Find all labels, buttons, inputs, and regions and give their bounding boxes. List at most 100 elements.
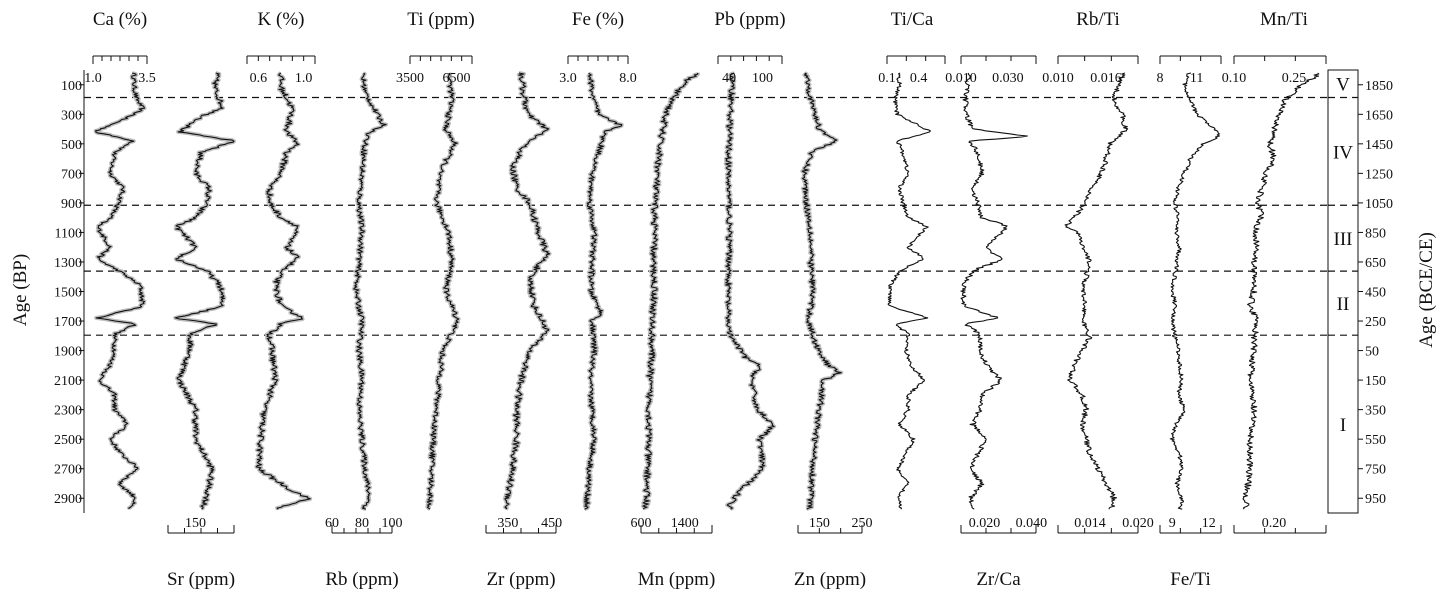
series-title-ca: Ca (%) bbox=[93, 9, 147, 30]
tick-label: 40 bbox=[722, 71, 736, 86]
y2-axis-title: Age (BCE/CE) bbox=[1416, 232, 1437, 348]
series-title-ti-ca: Ti/Ca bbox=[891, 9, 934, 30]
series-band-pb bbox=[723, 71, 777, 511]
series-band-zn bbox=[800, 71, 844, 511]
y-tick-label: 2900 bbox=[54, 492, 82, 507]
y2-tick-label: 1850 bbox=[1365, 79, 1393, 94]
series-title-pb: Pb (ppm) bbox=[714, 9, 785, 30]
tick-label: 0.020 bbox=[1122, 516, 1154, 531]
y2-tick-label: 650 bbox=[1365, 256, 1386, 271]
y2-tick-label: 1050 bbox=[1365, 197, 1393, 212]
tick-label: 1.0 bbox=[295, 71, 313, 86]
series-title-rb: Rb (ppm) bbox=[325, 569, 398, 590]
series-line-mn-ti bbox=[1242, 72, 1320, 510]
y-tick-label: 1500 bbox=[54, 286, 82, 301]
tick-label: 12 bbox=[1202, 516, 1216, 531]
series-band-rb bbox=[351, 71, 389, 512]
tick-label: 11 bbox=[1190, 71, 1203, 86]
series-line-fe bbox=[583, 72, 623, 510]
series-title-sr: Sr (ppm) bbox=[167, 569, 235, 590]
tick-label: 450 bbox=[541, 516, 562, 531]
zone-label: V bbox=[1336, 75, 1350, 96]
y2-tick-label: 350 bbox=[1365, 404, 1386, 419]
series-line-mn bbox=[642, 72, 699, 510]
tick-label: 100 bbox=[382, 516, 403, 531]
series-line-ti-ca bbox=[887, 72, 931, 510]
series-title-mn: Mn (ppm) bbox=[638, 569, 716, 590]
series-band-mn bbox=[641, 72, 700, 511]
tick-label: 600 bbox=[631, 516, 652, 531]
tick-label: 0.6 bbox=[250, 71, 268, 86]
series-title-k: K (%) bbox=[258, 9, 305, 30]
tick-label: 3.5 bbox=[138, 71, 156, 86]
y2-tick-label: 950 bbox=[1365, 492, 1386, 507]
tick-label: 0.016 bbox=[1090, 71, 1122, 86]
tick-label: 150 bbox=[185, 516, 206, 531]
series-line-rb-ti bbox=[1064, 72, 1129, 510]
tick-label: 0.010 bbox=[1042, 71, 1074, 86]
tick-label: 250 bbox=[852, 516, 873, 531]
y-tick-label: 1900 bbox=[54, 345, 82, 360]
tick-label: 80 bbox=[355, 516, 369, 531]
series-band-zr bbox=[502, 71, 552, 511]
tick-label: 0.25 bbox=[1282, 71, 1307, 86]
y2-tick-label: 1250 bbox=[1365, 167, 1393, 182]
y-tick-label: 1300 bbox=[54, 256, 82, 271]
y-tick-label: 300 bbox=[61, 108, 82, 123]
y-tick-label: 2500 bbox=[54, 433, 82, 448]
series-band-sr bbox=[173, 71, 236, 511]
tick-label: 1400 bbox=[671, 516, 699, 531]
tick-label: 6500 bbox=[443, 71, 471, 86]
tick-label: 0.1 bbox=[878, 71, 896, 86]
series-title-mn-ti: Mn/Ti bbox=[1260, 9, 1308, 30]
series-title-fe-ti: Fe/Ti bbox=[1170, 569, 1211, 590]
y2-tick-label: 850 bbox=[1365, 226, 1386, 241]
tick-label: 3.0 bbox=[559, 71, 577, 86]
y2-tick-label: 550 bbox=[1365, 433, 1386, 448]
tick-label: 350 bbox=[497, 516, 518, 531]
tick-label: 0.040 bbox=[1016, 516, 1048, 531]
series-band-k bbox=[254, 71, 313, 511]
y2-tick-label: 450 bbox=[1365, 286, 1386, 301]
y2-tick-label: 1450 bbox=[1365, 138, 1393, 153]
series-line-zn bbox=[801, 72, 842, 510]
zone-label: III bbox=[1334, 229, 1353, 250]
series-line-pb bbox=[725, 72, 775, 510]
series-title-fe: Fe (%) bbox=[572, 9, 624, 30]
tick-label: 150 bbox=[809, 516, 830, 531]
tick-label: 0.030 bbox=[992, 71, 1024, 86]
tick-label: 3500 bbox=[396, 71, 424, 86]
tick-label: 60 bbox=[325, 516, 339, 531]
tick-label: 0.020 bbox=[969, 516, 1001, 531]
tick-label: 8 bbox=[1157, 71, 1164, 86]
zone-label: IV bbox=[1333, 142, 1353, 163]
tick-label: 9 bbox=[1169, 516, 1176, 531]
y-tick-label: 2100 bbox=[54, 374, 82, 389]
tick-label: 100 bbox=[752, 71, 773, 86]
y-tick-label: 100 bbox=[61, 79, 82, 94]
y-tick-label: 2700 bbox=[54, 463, 82, 478]
zone-label: II bbox=[1337, 294, 1350, 315]
series-line-fe-ti bbox=[1169, 72, 1220, 510]
zone-box bbox=[1327, 69, 1359, 514]
series-title-ti: Ti (ppm) bbox=[407, 9, 474, 30]
series-line-zr bbox=[504, 72, 551, 510]
series-title-rb-ti: Rb/Ti bbox=[1076, 9, 1120, 30]
series-line-ca bbox=[95, 72, 146, 510]
y-axis-title: Age (BP) bbox=[10, 254, 31, 326]
y-tick-label: 500 bbox=[61, 138, 82, 153]
series-line-rb bbox=[353, 72, 387, 510]
series-title-zr: Zr (ppm) bbox=[486, 569, 555, 590]
tick-label: 1.0 bbox=[84, 71, 102, 86]
series-line-k bbox=[255, 72, 311, 510]
y2-tick-label: 50 bbox=[1365, 345, 1379, 360]
series-line-sr bbox=[174, 72, 235, 510]
y2-tick-label: 750 bbox=[1365, 463, 1386, 478]
series-line-zr-ca bbox=[960, 72, 1028, 510]
tick-label: 8.0 bbox=[619, 71, 637, 86]
y-tick-label: 700 bbox=[61, 167, 82, 182]
y2-tick-label: 150 bbox=[1365, 374, 1386, 389]
tick-label: 0.4 bbox=[910, 71, 928, 86]
